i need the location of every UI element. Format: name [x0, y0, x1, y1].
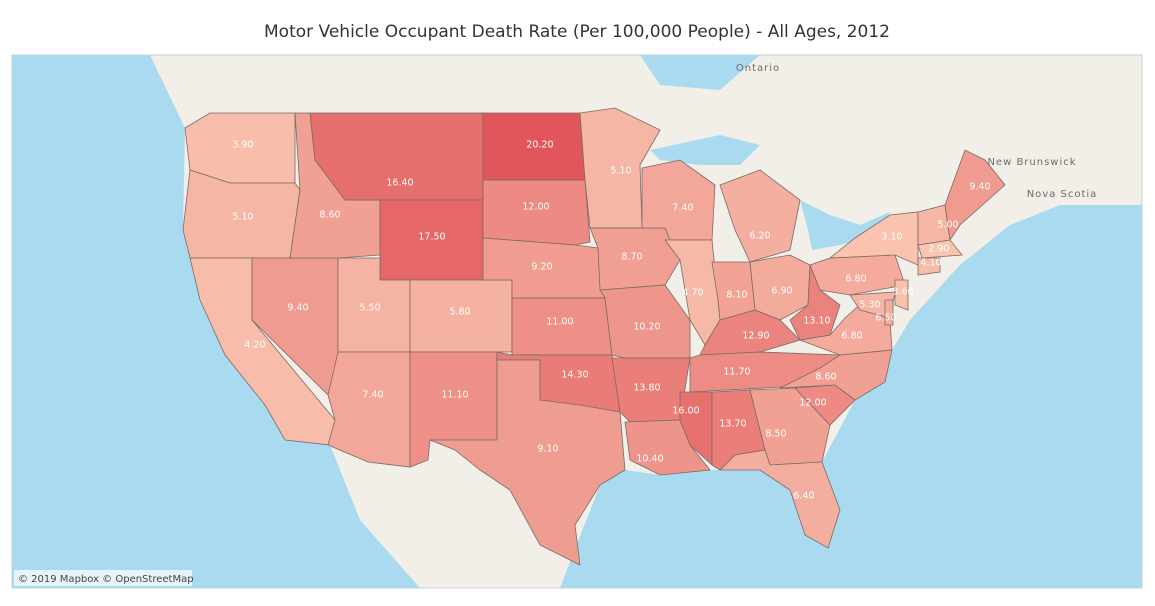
- value-label: 16.40: [386, 178, 413, 189]
- value-label: 17.50: [418, 232, 445, 243]
- state-region: [779, 349, 893, 401]
- state-region: [917, 239, 963, 259]
- value-label: 5.10: [232, 212, 253, 223]
- state-region: [789, 264, 841, 341]
- value-label: 8.60: [319, 210, 340, 221]
- value-label: 4.10: [920, 258, 941, 269]
- state-region: [894, 279, 909, 311]
- state-region: [884, 299, 894, 326]
- state-region: [917, 257, 941, 276]
- value-label: 3.10: [881, 232, 902, 243]
- value-label: 14.30: [561, 370, 588, 381]
- value-label: 6.50: [875, 313, 896, 324]
- value-label: 8.10: [726, 290, 747, 301]
- title: Motor Vehicle Occupant Death Rate (Per 1…: [264, 22, 890, 42]
- place-label: Ontario: [736, 63, 780, 74]
- state-region: [429, 359, 626, 566]
- value-label: 5.10: [610, 166, 631, 177]
- value-label: 2.90: [928, 244, 949, 255]
- value-label: 7.40: [672, 203, 693, 214]
- value-label: 6.80: [845, 274, 866, 285]
- value-label: 4.20: [244, 340, 265, 351]
- value-label: 8.60: [815, 372, 836, 383]
- value-label: 3.60: [892, 287, 913, 298]
- value-label: 6.40: [793, 491, 814, 502]
- pacific-ocean: [12, 55, 420, 588]
- value-label: 20.20: [526, 140, 553, 151]
- value-label: 12.00: [522, 202, 549, 213]
- value-label: 11.00: [546, 317, 573, 328]
- state-region: [482, 179, 591, 246]
- value-label: 12.90: [742, 331, 769, 342]
- state-region: [719, 169, 801, 263]
- state-region: [719, 449, 841, 549]
- hudson-bay: [640, 55, 760, 90]
- value-label: 10.20: [633, 322, 660, 333]
- value-label: 3.90: [232, 140, 253, 151]
- value-label: 5.80: [449, 307, 470, 318]
- value-label: 5.00: [937, 220, 958, 231]
- value-label: 12.00: [799, 398, 826, 409]
- value-label: 10.40: [636, 454, 663, 465]
- great-lakes: [650, 135, 760, 165]
- place-label: Nova Scotia: [1027, 189, 1098, 200]
- value-label: 5.50: [359, 303, 380, 314]
- value-label: 6.80: [841, 331, 862, 342]
- value-label: 6.90: [771, 286, 792, 297]
- value-label: 7.40: [362, 390, 383, 401]
- regions: [182, 107, 1006, 566]
- value-label: 13.80: [633, 383, 660, 394]
- state-region: [327, 351, 411, 468]
- value-label: 8.70: [621, 252, 642, 263]
- value-label: 6.20: [749, 231, 770, 242]
- state-region: [679, 391, 713, 466]
- state-region: [579, 107, 661, 229]
- value-label: 16.00: [672, 406, 699, 417]
- value-label: 5.30: [859, 300, 880, 311]
- value-label: 13.70: [719, 419, 746, 430]
- value-label: 13.10: [803, 316, 830, 327]
- value-label: 9.40: [287, 303, 308, 314]
- value-label: 9.10: [537, 444, 558, 455]
- value-label: 4.70: [682, 288, 703, 299]
- labels: 3.90 5.10 4.20 9.40 8.60 16.40 17.50 5.50 5.80 7.…: [232, 140, 990, 502]
- value-label: 11.70: [723, 367, 750, 378]
- attribution-bg: [14, 570, 192, 586]
- atlantic-ocean: [560, 205, 1142, 588]
- value-label: 9.40: [969, 182, 990, 193]
- place-label: New Brunswick: [987, 157, 1076, 168]
- value-label: 9.20: [531, 262, 552, 273]
- value-label: 8.50: [765, 429, 786, 440]
- attribution: © 2019 Mapbox © OpenStreetMap: [18, 574, 194, 585]
- value-label: 11.10: [441, 390, 468, 401]
